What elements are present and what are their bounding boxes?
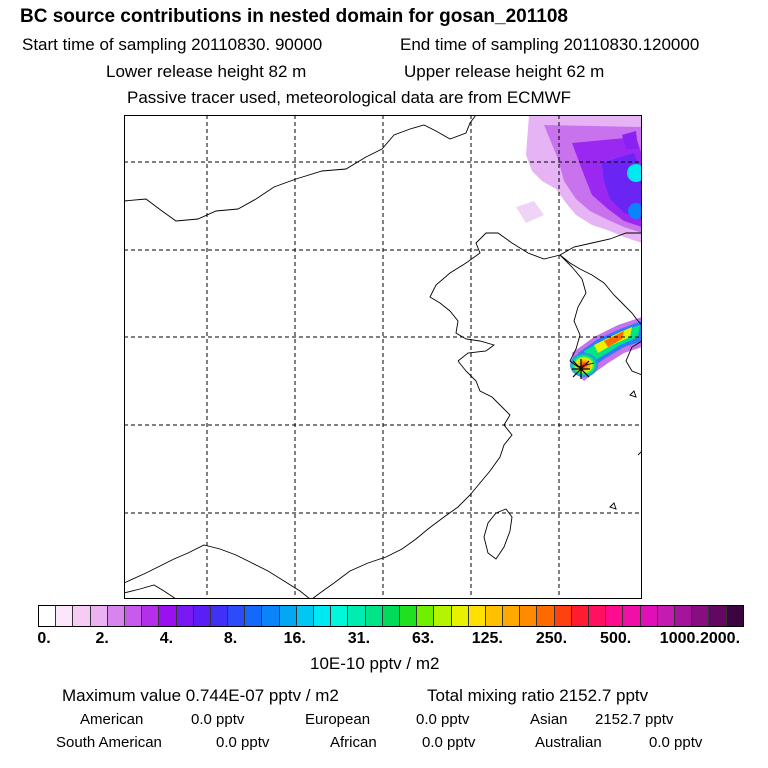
colorbar-segment xyxy=(623,606,641,626)
colorbar-segment xyxy=(159,606,177,626)
colorbar-segment xyxy=(56,606,74,626)
graticule xyxy=(124,115,642,599)
maximum-value: Maximum value 0.744E-07 pptv / m2 xyxy=(62,686,339,705)
upper-release-label: Upper release height 62 m xyxy=(404,62,605,81)
lower-release-label: Lower release height 82 m xyxy=(106,62,307,81)
region-name: European xyxy=(305,711,371,728)
colorbar-segment xyxy=(417,606,435,626)
region-name: Australian xyxy=(535,734,602,751)
start-time-label: Start time of sampling 20110830. 90000 xyxy=(22,35,323,54)
colorbar-segment xyxy=(365,606,383,626)
map-svg xyxy=(124,115,642,599)
colorbar-tick-label: 2. xyxy=(95,630,109,647)
colorbar-segment xyxy=(296,606,314,626)
colorbar-segment xyxy=(657,606,675,626)
northern-plume xyxy=(516,115,642,243)
colorbar-segment xyxy=(451,606,469,626)
region-value: 0.0 pptv xyxy=(422,734,476,751)
colorbar-segment xyxy=(262,606,280,626)
colorbar-segment xyxy=(692,606,710,626)
colorbar-tick-label: 31. xyxy=(347,630,371,647)
region-name: Asian xyxy=(530,711,568,728)
colorbar-segment xyxy=(107,606,125,626)
map-panel xyxy=(124,115,642,599)
colorbar-tick-label: 0. xyxy=(37,630,51,647)
map-frame xyxy=(124,115,642,599)
region-name: American xyxy=(80,711,144,728)
colorbar-segment xyxy=(210,606,229,626)
colorbar-segment xyxy=(279,606,297,626)
region-value: 0.0 pptv xyxy=(649,734,703,751)
colorbar-tick-label: 250. xyxy=(535,630,568,647)
colorbar-tick-label: 500. xyxy=(600,630,632,647)
map-title: BC source contributions in nested domain… xyxy=(20,6,568,27)
colorbar-segment xyxy=(537,606,555,626)
end-time-label: End time of sampling 20110830.120000 xyxy=(400,35,700,54)
coastlines xyxy=(124,115,642,599)
colorbar-segment xyxy=(331,606,349,626)
region-value: 0.0 pptv xyxy=(191,711,245,728)
colorbar-segment xyxy=(176,606,194,626)
colorbar-segment xyxy=(571,606,589,626)
colorbar-tick-label: 16. xyxy=(283,630,306,647)
region-name: South American xyxy=(56,734,162,751)
colorbar-segment xyxy=(228,606,246,626)
colorbar-tick-label: 1000. xyxy=(659,630,700,647)
colorbar-segment xyxy=(73,606,91,626)
receptor-star-icon xyxy=(572,359,590,379)
colorbar xyxy=(38,605,744,627)
colorbar-tick-label: 8. xyxy=(223,630,238,647)
colorbar-segment xyxy=(503,606,521,626)
colorbar-segment xyxy=(434,606,452,626)
colorbar-segment xyxy=(520,606,538,626)
colorbar-segment xyxy=(382,606,400,626)
colorbar-segment xyxy=(640,606,658,626)
tracer-note: Passive tracer used, meteorological data… xyxy=(127,88,572,107)
colorbar-segment xyxy=(726,606,743,626)
colorbar-segment xyxy=(399,606,418,626)
colorbar-tick-label: 2000. xyxy=(699,630,741,647)
colorbar-segment xyxy=(468,606,486,626)
colorbar-tick-label: 4. xyxy=(159,630,174,647)
southern-plume xyxy=(570,317,642,381)
colorbar-segment xyxy=(554,606,572,626)
colorbar-segment xyxy=(90,606,108,626)
colorbar-segment xyxy=(245,606,263,626)
colorbar-tick-label: 63. xyxy=(411,630,435,647)
colorbar-segment xyxy=(39,606,57,626)
colorbar-segment xyxy=(485,606,504,626)
colorbar-segment xyxy=(124,606,143,626)
colorbar-units: 10E-10 pptv / m2 xyxy=(310,654,440,673)
colorbar-segment xyxy=(674,606,693,626)
colorbar-segment xyxy=(348,606,366,626)
colorbar-segment xyxy=(709,606,727,626)
colorbar-segment xyxy=(193,606,211,626)
colorbar-segment xyxy=(589,606,607,626)
colorbar-segment xyxy=(606,606,624,626)
region-value: 0.0 pptv xyxy=(216,734,270,751)
region-value: 2152.7 pptv xyxy=(595,711,674,728)
total-mixing-ratio: Total mixing ratio 2152.7 pptv xyxy=(427,686,649,705)
region-name: African xyxy=(330,734,377,751)
region-value: 0.0 pptv xyxy=(416,711,470,728)
colorbar-segment xyxy=(314,606,332,626)
colorbar-tick-label: 125. xyxy=(471,630,503,647)
colorbar-segment xyxy=(142,606,160,626)
